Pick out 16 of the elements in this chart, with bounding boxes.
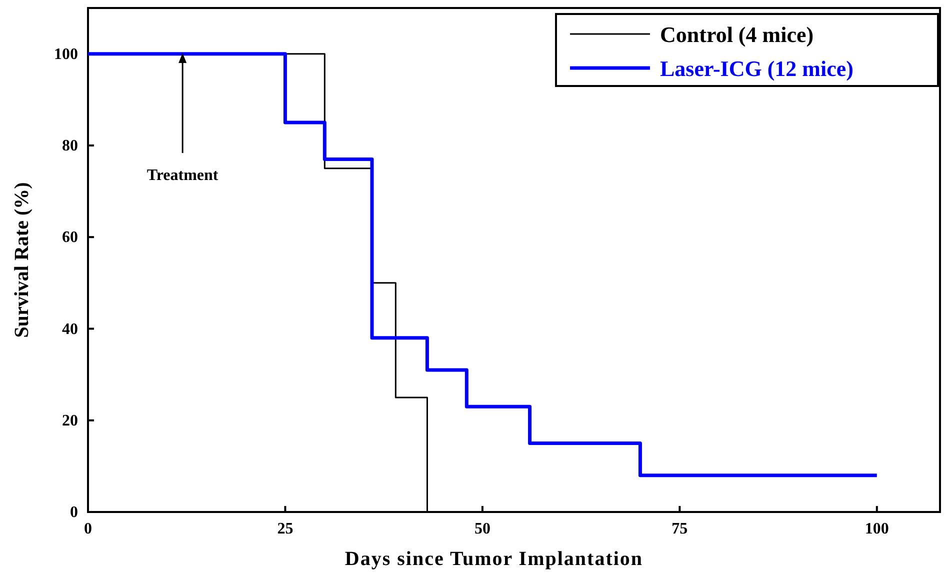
x-axis-title: Days since Tumor Implantation: [344, 548, 644, 570]
y-tick-label: 0: [70, 504, 78, 522]
y-tick-label: 40: [62, 320, 78, 338]
y-axis-title: Survival Rate (%): [11, 182, 33, 338]
y-tick-label: 80: [62, 138, 78, 155]
y-tick-label: 100: [54, 46, 78, 63]
annotation: Treatment: [146, 167, 219, 184]
legend-label: Laser-ICG (12 mice): [660, 56, 854, 81]
legend-label: Control (4 mice): [660, 22, 814, 47]
x-tick-label: 0: [84, 520, 92, 538]
x-tick-label: 75: [672, 520, 688, 538]
x-tick-label: 100: [864, 520, 889, 538]
y-tick-label: 20: [62, 412, 78, 430]
y-tick-label: 60: [62, 229, 78, 246]
x-tick-label: 50: [474, 520, 490, 538]
x-tick-label: 25: [277, 520, 294, 538]
